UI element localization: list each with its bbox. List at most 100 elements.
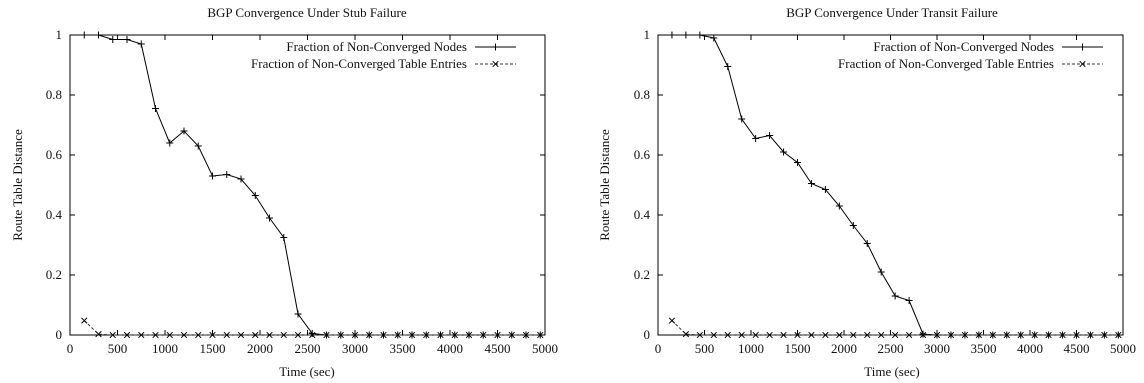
data-point-b bbox=[850, 331, 857, 339]
legend-label-nodes: Fraction of Non-Converged Nodes bbox=[286, 39, 467, 54]
data-point-b bbox=[1017, 331, 1024, 339]
data-point-b bbox=[975, 331, 983, 339]
series-line bbox=[671, 34, 1119, 336]
data-point-b bbox=[280, 331, 287, 339]
plot-frame bbox=[69, 34, 546, 336]
x-tick-label: 0 bbox=[655, 341, 662, 356]
data-point-b bbox=[252, 331, 259, 339]
series-group bbox=[668, 31, 1122, 339]
data-point-b bbox=[508, 331, 515, 339]
data-point-b bbox=[710, 331, 717, 339]
data-point-b bbox=[180, 331, 188, 339]
x-tick-label: 2500 bbox=[878, 341, 904, 356]
data-point-b bbox=[1003, 331, 1010, 339]
series-line bbox=[83, 320, 541, 336]
data-point-b bbox=[878, 331, 885, 339]
y-tick-label: 0.2 bbox=[634, 267, 650, 282]
data-point-b bbox=[682, 330, 690, 338]
data-point-b bbox=[451, 331, 458, 339]
legend-label-table-entries: Fraction of Non-Converged Table Entries bbox=[838, 56, 1054, 71]
legend: Fraction of Non-Converged Nodes Fraction… bbox=[838, 39, 1103, 71]
legend-label-nodes: Fraction of Non-Converged Nodes bbox=[873, 39, 1054, 54]
data-point-b bbox=[766, 331, 773, 339]
x-tick-label: 500 bbox=[108, 341, 128, 356]
data-point-b bbox=[109, 331, 116, 339]
axis-ticks: 0 500 1000 1500 2000 2500 3000 3500 4000 4500 5000… bbox=[46, 27, 558, 356]
data-point-b bbox=[351, 331, 359, 339]
y-tick-label: 1 bbox=[56, 27, 63, 42]
x-tick-label: 3000 bbox=[924, 341, 950, 356]
x-tick-label: 3000 bbox=[342, 341, 368, 356]
y-tick-label: 0.8 bbox=[46, 87, 62, 102]
y-tick-label: 0.4 bbox=[634, 207, 651, 222]
data-point-b bbox=[209, 331, 216, 339]
y-tick-label: 0.4 bbox=[46, 207, 63, 222]
series-non-converged-table-entries bbox=[668, 317, 1122, 339]
data-point-b bbox=[138, 331, 145, 339]
data-point-b bbox=[166, 331, 173, 339]
data-point-b bbox=[152, 331, 159, 339]
data-point-b bbox=[668, 317, 676, 324]
data-point-b bbox=[437, 331, 444, 339]
data-point-b bbox=[195, 331, 202, 339]
data-point-b bbox=[522, 331, 530, 339]
data-point-b bbox=[724, 331, 731, 339]
legend-label-table-entries: Fraction of Non-Converged Table Entries bbox=[251, 56, 467, 71]
x-axis-label: Time (sec) bbox=[279, 364, 335, 379]
y-tick-label: 0.8 bbox=[634, 87, 650, 102]
x-tick-label: 3500 bbox=[971, 341, 997, 356]
x-tick-label: 1000 bbox=[738, 341, 764, 356]
plot-frame bbox=[657, 34, 1124, 336]
data-point-b bbox=[989, 331, 996, 339]
data-point-b bbox=[905, 331, 913, 339]
data-point-b bbox=[323, 331, 330, 339]
data-point-b bbox=[961, 331, 969, 339]
chart-stub-failure: BGP Convergence Under Stub Failure Route… bbox=[10, 5, 558, 379]
data-point-b bbox=[919, 331, 927, 339]
x-tick-label: 4000 bbox=[1017, 341, 1043, 356]
data-point-b bbox=[1073, 331, 1080, 339]
chart-transit-failure: BGP Convergence Under Transit Failure Ro… bbox=[597, 5, 1136, 379]
x-tick-label: 4500 bbox=[1064, 341, 1090, 356]
y-tick-label: 0 bbox=[56, 327, 63, 342]
data-point-b bbox=[1031, 331, 1038, 339]
data-point-b bbox=[95, 330, 102, 338]
data-point-b bbox=[408, 331, 416, 339]
axis-ticks: 0 500 1000 1500 2000 2500 3000 3500 4000 4500 5000… bbox=[634, 27, 1136, 356]
data-point-b bbox=[780, 331, 787, 339]
series-group bbox=[80, 31, 544, 339]
series-non-converged-table-entries bbox=[81, 317, 544, 339]
y-tick-label: 1 bbox=[644, 27, 651, 42]
data-point-b bbox=[380, 331, 387, 339]
data-point-b bbox=[947, 331, 955, 339]
chart-title: BGP Convergence Under Stub Failure bbox=[207, 5, 407, 20]
data-point-b bbox=[836, 331, 843, 339]
x-tick-label: 4000 bbox=[437, 341, 463, 356]
data-point-b bbox=[794, 331, 801, 339]
data-point-b bbox=[366, 331, 373, 339]
legend-marker-b bbox=[1079, 60, 1086, 68]
x-tick-label: 1500 bbox=[200, 341, 226, 356]
data-point-b bbox=[1045, 331, 1052, 339]
data-point-b bbox=[465, 331, 473, 339]
series-non-converged-nodes bbox=[668, 31, 1122, 339]
data-point-b bbox=[864, 331, 871, 339]
y-axis-label: Route Table Distance bbox=[10, 129, 25, 241]
data-point-b bbox=[1115, 331, 1122, 339]
x-tick-label: 5000 bbox=[1110, 341, 1136, 356]
data-point-b bbox=[309, 331, 316, 339]
x-tick-label: 1000 bbox=[152, 341, 178, 356]
data-point-b bbox=[394, 331, 401, 339]
chart-title: BGP Convergence Under Transit Failure bbox=[786, 5, 998, 20]
data-point-b bbox=[1087, 331, 1094, 339]
x-tick-label: 2000 bbox=[831, 341, 857, 356]
legend: Fraction of Non-Converged Nodes Fraction… bbox=[251, 39, 516, 71]
x-tick-label: 3500 bbox=[390, 341, 416, 356]
series-line bbox=[84, 34, 541, 336]
x-tick-label: 4500 bbox=[485, 341, 511, 356]
legend-marker-b bbox=[492, 60, 499, 68]
data-point-b bbox=[480, 331, 487, 339]
data-point-b bbox=[337, 331, 344, 339]
x-tick-label: 0 bbox=[67, 341, 74, 356]
